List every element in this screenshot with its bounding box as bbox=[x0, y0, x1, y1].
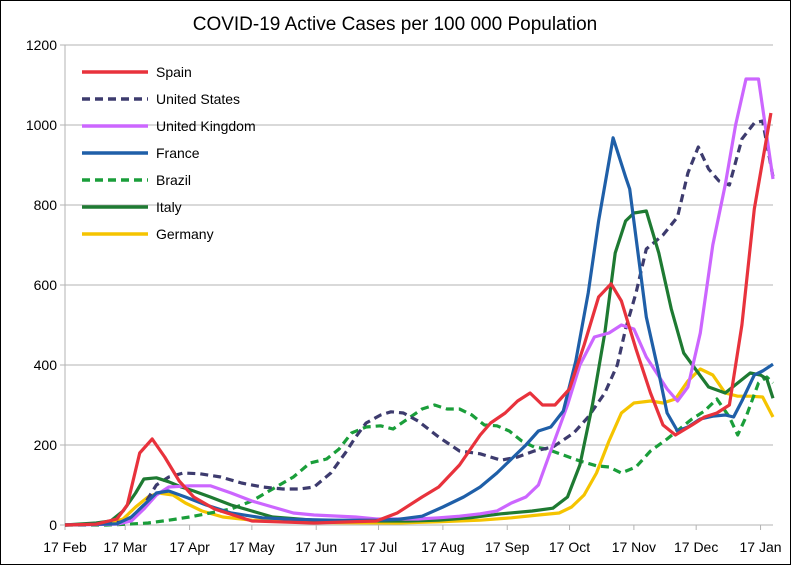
gridlines bbox=[65, 44, 773, 446]
series-line-united-kingdom bbox=[64, 77, 775, 527]
series-line-germany bbox=[64, 367, 775, 527]
x-tick-label-8: 17 Oct bbox=[549, 539, 590, 555]
y-tick-label-800: 800 bbox=[34, 197, 58, 213]
legend-label-germany: Germany bbox=[156, 226, 214, 242]
legend-label-united-kingdom: United Kingdom bbox=[156, 118, 256, 134]
y-tick-label-0: 0 bbox=[49, 517, 57, 533]
series-line-spain bbox=[64, 112, 773, 527]
x-tick-label-2: 17 Apr bbox=[169, 539, 210, 555]
x-tick-label-11: 17 Jan bbox=[740, 539, 782, 555]
x-axis-ticks: 17 Feb 17 Mar 17 Apr 17 May 17 Jun 17 Jul 17 A… bbox=[43, 525, 782, 555]
y-tick-label-600: 600 bbox=[34, 277, 58, 293]
legend-label-united-states: United States bbox=[156, 91, 240, 107]
legend-label-brazil: Brazil bbox=[156, 172, 191, 188]
series-line-brazil bbox=[65, 375, 775, 527]
x-tick-label-10: 17 Dec bbox=[674, 539, 718, 555]
y-tick-label-1000: 1000 bbox=[26, 117, 57, 133]
x-tick-label-5: 17 Jul bbox=[360, 539, 397, 555]
y-tick-label-1200: 1200 bbox=[26, 37, 57, 53]
x-tick-label-1: 17 Mar bbox=[103, 539, 147, 555]
y-tick-label-400: 400 bbox=[34, 357, 58, 373]
legend: Spain United States United Kingdom France Br… bbox=[82, 64, 256, 242]
legend-label-spain: Spain bbox=[156, 64, 192, 80]
y-tick-label-200: 200 bbox=[34, 437, 58, 453]
series-line-italy bbox=[64, 209, 775, 527]
series-line-united-states bbox=[64, 119, 775, 527]
x-tick-label-6: 17 Aug bbox=[421, 539, 465, 555]
legend-label-italy: Italy bbox=[156, 199, 182, 215]
chart-title: COVID-19 Active Cases per 100 000 Popula… bbox=[193, 14, 598, 35]
x-tick-label-4: 17 Jun bbox=[295, 539, 337, 555]
x-tick-label-7: 17 Sep bbox=[485, 539, 530, 555]
x-tick-label-3: 17 May bbox=[229, 539, 275, 555]
x-tick-label-9: 17 Nov bbox=[612, 539, 656, 555]
legend-label-france: France bbox=[156, 145, 200, 161]
x-tick-label-0: 17 Feb bbox=[43, 539, 87, 555]
y-axis-ticks: 0 200 400 600 800 1000 1200 bbox=[26, 37, 65, 533]
series-lines bbox=[64, 77, 775, 527]
